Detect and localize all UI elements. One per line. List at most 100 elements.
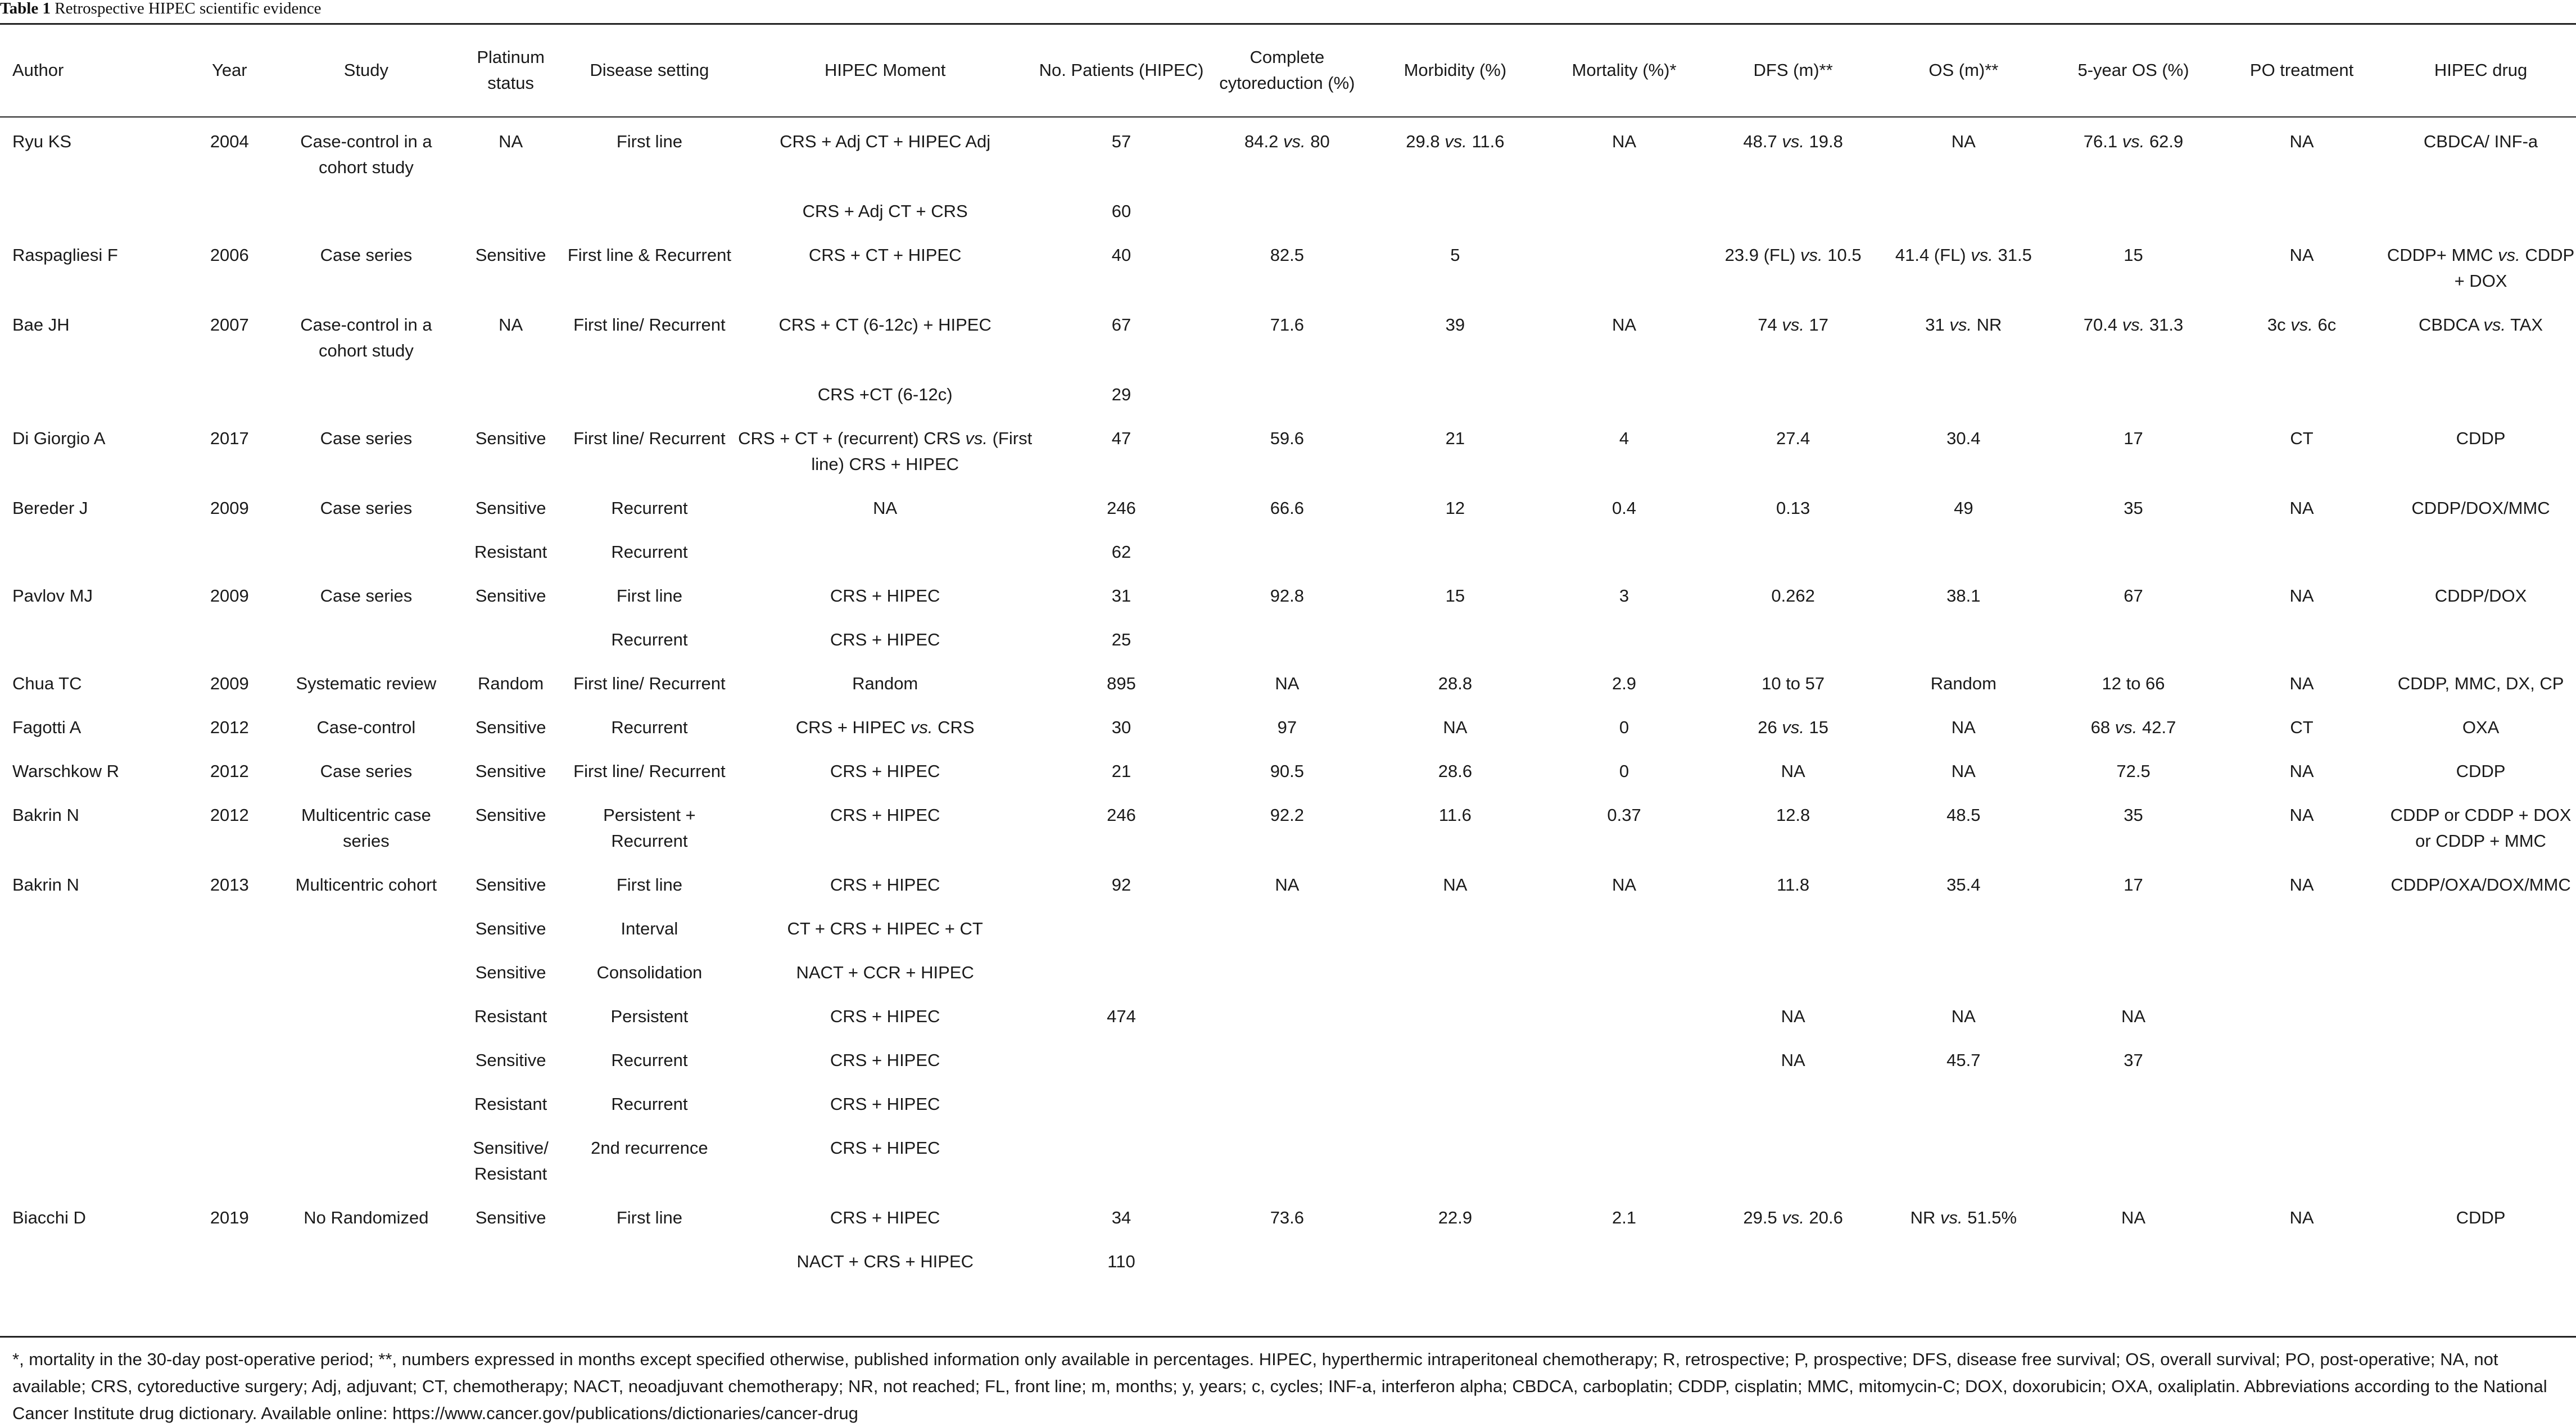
cell-no-patients-hipec: 21 [1111,761,1131,781]
cell-dfs-m: 0.13 [1776,498,1810,518]
cell-os-m [1878,186,2049,230]
cell-po-treatment: NA [2289,761,2314,781]
cell-disease-setting: Interval [621,919,678,938]
cell-hipec-drug [2385,991,2576,1035]
cell-os-m: NA [1951,761,1976,781]
cell-author: Chua TC [12,674,82,693]
cell-hipec-moment: CRS + HIPEC vs. CRS [795,717,975,737]
cell-mortality: 2.9 [1611,674,1637,693]
cell-morbidity [1370,947,1540,991]
cell-os-m: NA [1951,717,1976,737]
cell-dfs-m: NA [1781,1006,1805,1026]
cell-year [181,1079,278,1123]
cell-mortality: 0 [1619,717,1629,737]
header-hipec-moment: HIPEC Moment [825,60,946,80]
cell-no-patients-hipec [1039,1123,1205,1193]
cell-complete-cytoreduction: 82.5 [1270,245,1305,265]
cell-study: No Randomized [304,1208,429,1227]
cell-hipec-drug [2385,1035,2576,1079]
cell-hipec-moment: CRS + HIPEC [830,761,940,781]
cell-morbidity: 22.9 [1438,1208,1473,1227]
cell-mortality: 2.1 [1611,1208,1637,1227]
cell-year [181,369,278,413]
table-row: Resistant Recurrent 62 [0,527,2576,571]
cell-dfs-m [1708,904,1878,947]
cell-5-year-os: 70.4 vs. 31.3 [2083,315,2184,335]
cell-year [181,947,278,991]
cell-po-treatment [2218,527,2385,571]
cell-complete-cytoreduction: 71.6 [1270,315,1305,335]
cell-author: Warschkow R [12,761,120,781]
cell-platinum-status: Random [478,674,544,693]
header-study: Study [343,60,389,80]
cell-disease-setting: Recurrent [611,630,688,649]
cell-study [278,1079,455,1123]
cell-disease-setting: Recurrent [611,498,688,518]
cell-disease-setting: Recurrent [611,1050,688,1070]
cell-5-year-os: 37 [2124,1050,2143,1070]
cell-5-year-os: 35 [2124,498,2143,518]
cell-dfs-m [1708,369,1878,413]
cell-study [278,991,455,1035]
cell-complete-cytoreduction: 73.6 [1270,1208,1305,1227]
cell-year: 2012 [210,805,249,825]
cell-no-patients-hipec: 474 [1107,1006,1136,1026]
cell-complete-cytoreduction: 66.6 [1270,498,1305,518]
cell-po-treatment: NA [2289,132,2314,151]
table-row: Bakrin N 2012 Multicentric case series Sens… [0,790,2576,860]
cell-study [278,615,455,658]
cell-morbidity [1370,186,1540,230]
cell-year: 2007 [210,315,249,335]
cell-year: 2017 [210,428,249,448]
header-morbidity: Morbidity (%) [1404,60,1507,80]
cell-mortality [1541,1123,1708,1193]
cell-study [278,947,455,991]
cell-platinum-status: Sensitive [475,875,546,895]
cell-po-treatment [2218,1236,2385,1280]
header-dfs-m: DFS (m)** [1753,60,1833,80]
cell-po-treatment: NA [2289,674,2314,693]
cell-hipec-moment: CRS + CT + HIPEC [808,245,962,265]
cell-5-year-os: 15 [2124,245,2143,265]
cell-hipec-drug [2385,1236,2576,1280]
cell-morbidity [1370,527,1540,571]
cell-os-m: 45.7 [1946,1050,1981,1070]
cell-platinum-status: Sensitive [475,761,546,781]
cell-disease-setting [567,1236,732,1280]
cell-5-year-os: 35 [2124,805,2143,825]
cell-hipec-drug: CDDP [2456,761,2506,781]
cell-author [0,369,181,413]
table-row: Sensitive/ Resistant 2nd recurrence CRS + … [0,1123,2576,1193]
cell-dfs-m: 12.8 [1776,805,1810,825]
table-row: Bereder J 2009 Case series Sensitive Recurre… [0,483,2576,527]
cell-po-treatment [2218,991,2385,1035]
cell-study: Case-control in a cohort study [300,315,432,360]
cell-hipec-drug [2385,615,2576,658]
cell-complete-cytoreduction [1204,369,1370,413]
cell-disease-setting: First line/ Recurrent [573,428,726,448]
cell-hipec-moment: CRS + HIPEC [830,875,940,895]
cell-no-patients-hipec: 62 [1111,542,1131,562]
cell-disease-setting: First line/ Recurrent [573,315,726,335]
cell-study: Multicentric cohort [295,875,437,895]
cell-author [0,904,181,947]
cell-mortality [1541,1079,1708,1123]
cell-study: Systematic review [296,674,437,693]
cell-5-year-os [2049,615,2218,658]
cell-mortality [1541,947,1708,991]
table-caption: Table 1 Retrospective HIPEC scientific e… [0,0,322,20]
cell-year: 2009 [210,674,249,693]
cell-hipec-drug: CDDP or CDDP + DOX or CDDP + MMC [2390,805,2572,851]
cell-author: Bereder J [12,498,88,518]
cell-dfs-m: 29.5 vs. 20.6 [1743,1208,1843,1227]
cell-complete-cytoreduction [1204,1035,1370,1079]
table-row: Bakrin N 2013 Multicentric cohort Sensitive… [0,860,2576,904]
table-row: Warschkow R 2012 Case series Sensitive First… [0,746,2576,790]
cell-hipec-drug [2385,186,2576,230]
table-row: Sensitive Consolidation NACT + CCR + HIPEC [0,947,2576,991]
cell-disease-setting: Consolidation [596,963,703,982]
cell-year [181,1035,278,1079]
cell-complete-cytoreduction [1204,527,1370,571]
cell-author [0,186,181,230]
cell-disease-setting: First line [616,1208,682,1227]
